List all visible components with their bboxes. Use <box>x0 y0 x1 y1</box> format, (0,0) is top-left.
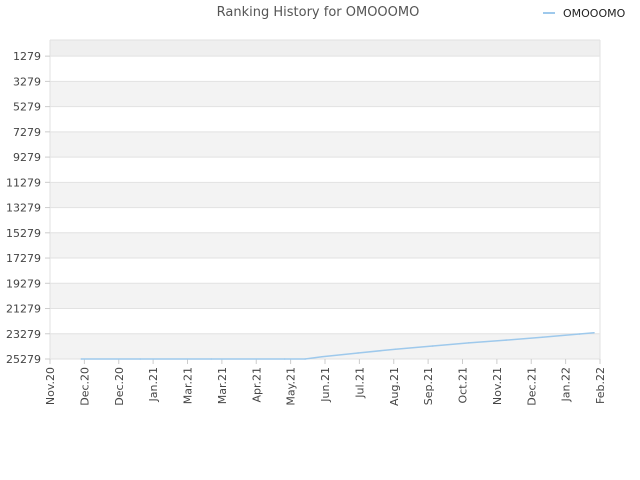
plot-band <box>50 333 600 359</box>
plot-band <box>50 40 600 57</box>
legend: OMOOOMO <box>543 7 626 20</box>
x-tick-label: May.21 <box>285 367 298 406</box>
plot-band <box>50 81 600 107</box>
data-point <box>139 358 142 360</box>
x-tick-label: Jan.21 <box>147 367 160 402</box>
x-tick-label: Jan.22 <box>560 367 573 402</box>
data-point <box>80 358 83 360</box>
y-tick-label: 9279 <box>13 151 41 164</box>
y-tick-label: 19279 <box>6 277 41 290</box>
data-point <box>210 358 213 360</box>
x-tick-label: Mar.21 <box>182 367 195 404</box>
y-tick-label: 25279 <box>6 353 41 366</box>
data-point <box>304 358 306 360</box>
legend-label: OMOOOMO <box>563 7 626 20</box>
plot-bands <box>50 40 600 359</box>
x-tick-label: Sep.21 <box>422 367 435 405</box>
x-tick-label: Dec.20 <box>78 367 91 406</box>
series-layer <box>80 331 595 360</box>
x-tick-label: Jul.21 <box>353 367 366 399</box>
y-axis: 1279 3279 5279 7279 9279 11279 13279 15279 17279… <box>6 50 50 366</box>
data-point <box>468 342 470 344</box>
chart-title: Ranking History for OMOOOMO <box>217 5 420 20</box>
y-tick-label: 13279 <box>6 202 41 215</box>
y-tick-label: 23279 <box>6 328 41 341</box>
data-point <box>541 336 544 338</box>
x-tick-label: Mar.21 <box>216 367 229 404</box>
plot-band <box>50 182 600 208</box>
y-tick-label: 17279 <box>6 252 41 265</box>
x-tick-label: Dec.20 <box>113 367 126 406</box>
y-tick-label: 5279 <box>13 101 41 114</box>
data-point <box>321 355 323 358</box>
x-tick-label: Jun.21 <box>319 367 332 403</box>
data-point <box>505 339 507 341</box>
x-tick-label: Oct.21 <box>457 367 470 404</box>
x-tick-label: Nov.20 <box>44 367 57 405</box>
x-tick-label: Apr.21 <box>250 367 263 403</box>
plot-band <box>50 232 600 259</box>
data-point <box>394 348 397 350</box>
y-tick-label: 3279 <box>13 75 41 88</box>
x-tick-label: Aug.21 <box>388 367 401 406</box>
plot-band <box>50 283 600 309</box>
data-point <box>593 331 595 334</box>
plot-grid <box>49 39 601 360</box>
y-tick-label: 1279 <box>13 50 41 63</box>
data-point <box>578 333 581 335</box>
series-line-omooomo <box>81 332 595 360</box>
y-tick-label: 15279 <box>6 227 41 240</box>
x-axis: Nov.20 Dec.20 Dec.20 Jan.21 Mar.21 Mar.21 Apr.… <box>44 359 607 406</box>
data-point <box>431 345 434 347</box>
x-tick-label: Feb.22 <box>594 367 607 404</box>
y-tick-label: 11279 <box>6 176 41 189</box>
y-tick-label: 21279 <box>6 303 41 316</box>
data-point <box>283 358 286 360</box>
data-point <box>357 352 359 354</box>
x-tick-label: Nov.21 <box>491 367 504 405</box>
x-tick-label: Dec.21 <box>525 367 538 406</box>
y-tick-label: 7279 <box>13 126 41 139</box>
plot-band <box>50 131 600 158</box>
